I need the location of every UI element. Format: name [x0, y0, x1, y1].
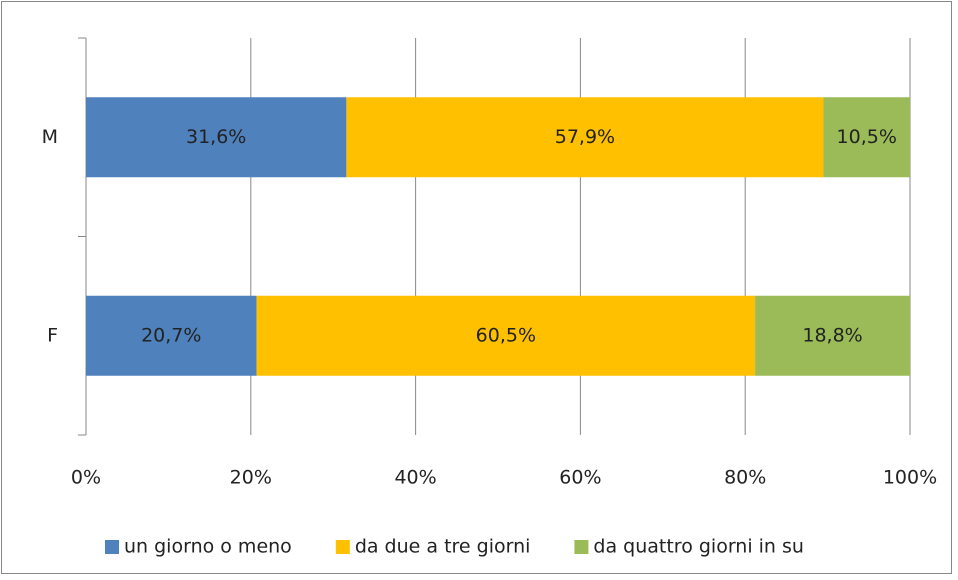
legend-label: da quattro giorni in su: [593, 536, 804, 558]
legend-label: da due a tre giorni: [355, 536, 531, 558]
bar-segment: [823, 97, 910, 178]
data-label: 57,9%: [555, 126, 615, 148]
legend-swatch: [105, 540, 119, 554]
data-label: 60,5%: [476, 324, 536, 346]
bar-segment: [346, 97, 824, 178]
x-tick-label: 0%: [71, 467, 101, 489]
bar-segment: [86, 97, 347, 178]
bar-segment: [755, 295, 910, 376]
legend-swatch: [335, 540, 350, 554]
legend-label: un giorno o meno: [124, 536, 292, 558]
data-label: 20,7%: [141, 324, 201, 346]
data-label: 18,8%: [802, 324, 862, 346]
y-tick-label: M: [42, 126, 58, 148]
x-tick-label: 80%: [724, 467, 766, 489]
x-tick-label: 60%: [559, 467, 601, 489]
x-tick-label: 40%: [394, 467, 436, 489]
x-tick-label: 20%: [230, 467, 272, 489]
data-label: 31,6%: [186, 126, 246, 148]
x-tick-label: 100%: [883, 467, 937, 489]
bar-segment: [256, 295, 756, 376]
data-label: 10,5%: [837, 126, 897, 148]
y-tick-label: F: [47, 324, 58, 346]
bar-segment: [86, 295, 257, 376]
legend-swatch: [574, 540, 589, 554]
